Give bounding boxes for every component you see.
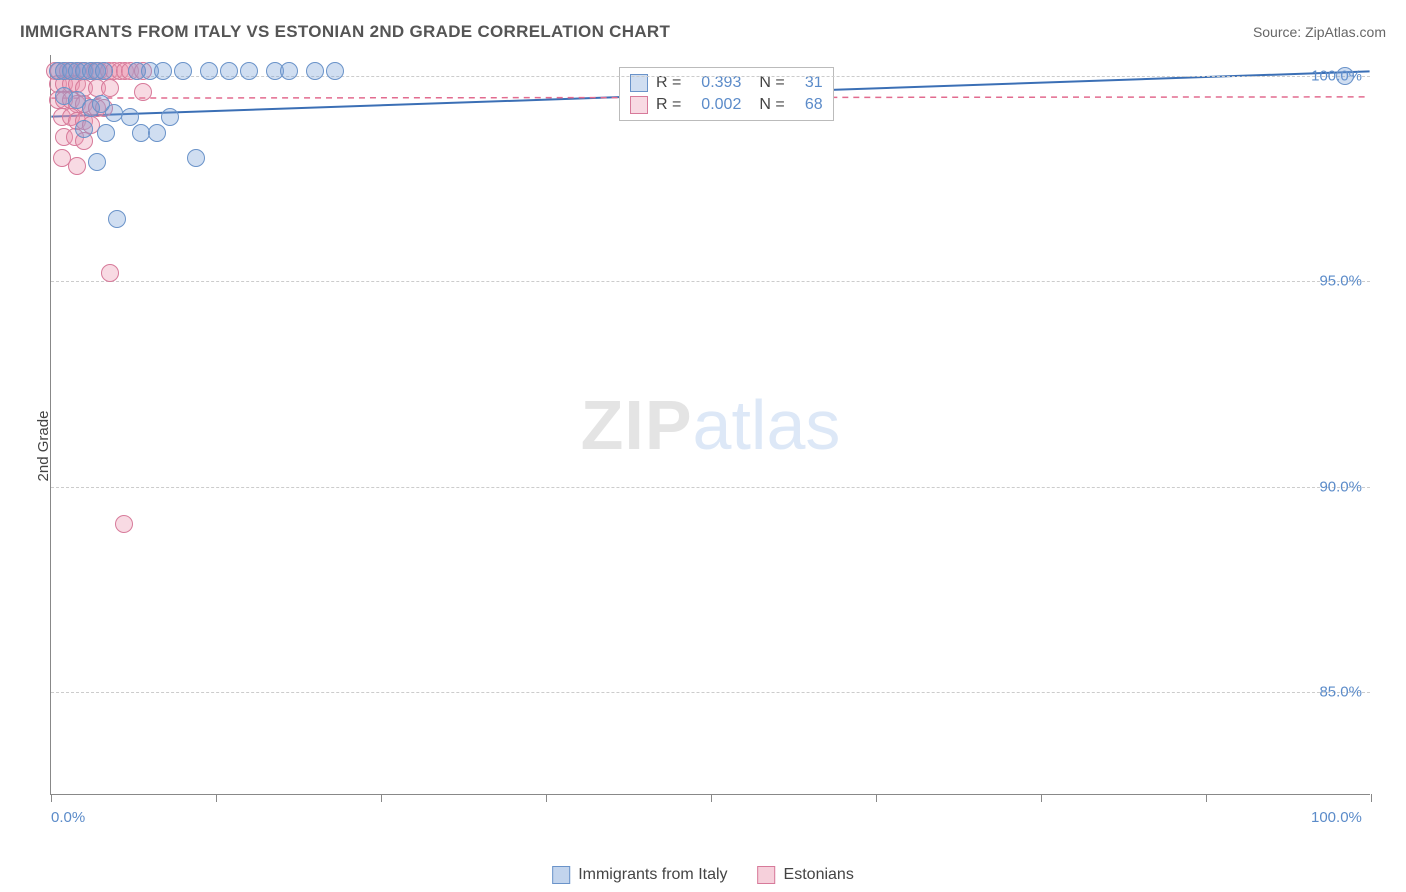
stat-n-label: N =	[759, 96, 784, 114]
x-tick	[51, 794, 52, 802]
x-axis-label: 0.0%	[51, 809, 85, 826]
y-tick-label: 85.0%	[1319, 684, 1362, 701]
series-swatch	[630, 96, 648, 114]
chart-legend: Immigrants from Italy Estonians	[552, 866, 854, 884]
legend-swatch	[552, 866, 570, 884]
data-point	[97, 124, 115, 142]
data-point	[108, 210, 126, 228]
gridline	[51, 487, 1370, 488]
data-point	[240, 62, 258, 80]
y-tick-label: 90.0%	[1319, 478, 1362, 495]
x-tick	[876, 794, 877, 802]
y-tick-label: 95.0%	[1319, 273, 1362, 290]
scatter-plot: ZIPatlas R = 0.393 N = 31 R = 0.002 N = 68 85.0…	[50, 55, 1370, 795]
x-tick	[1371, 794, 1372, 802]
source-attribution: Source: ZipAtlas.com	[1253, 24, 1386, 40]
data-point	[200, 62, 218, 80]
x-tick	[711, 794, 712, 802]
data-point	[101, 264, 119, 282]
stat-r-value: 0.393	[689, 74, 741, 92]
x-axis-label: 100.0%	[1311, 809, 1362, 826]
data-point	[174, 62, 192, 80]
legend-label: Estonians	[784, 866, 854, 884]
legend-item: Estonians	[758, 866, 854, 884]
x-tick	[1206, 794, 1207, 802]
stat-r-value: 0.002	[689, 96, 741, 114]
data-point	[1336, 67, 1354, 85]
stat-n-value: 31	[793, 74, 823, 92]
legend-label: Immigrants from Italy	[578, 866, 727, 884]
trendlines-layer	[51, 55, 1370, 794]
x-tick	[1041, 794, 1042, 802]
chart-title: IMMIGRANTS FROM ITALY VS ESTONIAN 2ND GR…	[20, 22, 670, 42]
data-point	[68, 157, 86, 175]
data-point	[148, 124, 166, 142]
data-point	[75, 120, 93, 138]
legend-swatch	[758, 866, 776, 884]
data-point	[101, 79, 119, 97]
data-point	[280, 62, 298, 80]
x-tick	[216, 794, 217, 802]
source-link[interactable]: ZipAtlas.com	[1305, 24, 1386, 40]
data-point	[326, 62, 344, 80]
gridline	[51, 692, 1370, 693]
chart-header: IMMIGRANTS FROM ITALY VS ESTONIAN 2ND GR…	[20, 22, 1386, 42]
watermark-zip: ZIP	[581, 386, 693, 464]
data-point	[161, 108, 179, 126]
data-point	[220, 62, 238, 80]
watermark: ZIPatlas	[581, 385, 841, 465]
data-point	[154, 62, 172, 80]
data-point	[187, 149, 205, 167]
source-label: Source:	[1253, 24, 1301, 40]
x-tick	[381, 794, 382, 802]
x-tick	[546, 794, 547, 802]
stat-n-value: 68	[793, 96, 823, 114]
data-point	[88, 153, 106, 171]
stats-row: R = 0.002 N = 68	[630, 94, 823, 116]
stat-n-label: N =	[759, 74, 784, 92]
series-swatch	[630, 74, 648, 92]
data-point	[134, 83, 152, 101]
data-point	[306, 62, 324, 80]
data-point	[95, 62, 113, 80]
stat-r-label: R =	[656, 96, 681, 114]
legend-item: Immigrants from Italy	[552, 866, 727, 884]
watermark-atlas: atlas	[693, 386, 841, 464]
stat-r-label: R =	[656, 74, 681, 92]
data-point	[115, 515, 133, 533]
data-point	[121, 108, 139, 126]
gridline	[51, 281, 1370, 282]
